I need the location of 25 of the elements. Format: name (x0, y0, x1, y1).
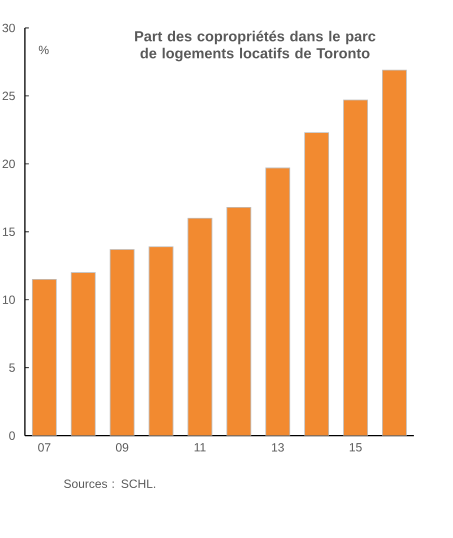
y-axis-title: % (38, 46, 49, 54)
x-tick-label: 15 (350, 443, 362, 452)
bar (32, 278, 57, 436)
bar (70, 272, 96, 436)
y-tick-label: 25 (2, 92, 15, 100)
y-tick-label: 20 (2, 160, 15, 168)
bar (188, 218, 212, 436)
bar (343, 100, 368, 436)
bar (265, 168, 290, 436)
x-tick-label: 13 (272, 443, 284, 452)
x-tick-label: 11 (194, 443, 206, 452)
source-note: Sources : SCHL. (64, 480, 156, 488)
x-tick-label: 09 (116, 443, 128, 452)
bar (110, 249, 135, 436)
bar (148, 246, 174, 436)
bar (304, 132, 330, 436)
y-tick-label: 5 (9, 364, 15, 372)
bar (226, 206, 252, 436)
x-tick-label: 07 (38, 443, 50, 452)
bar (382, 70, 407, 436)
y-tick-label: 30 (2, 24, 15, 32)
y-tick-label: 10 (2, 296, 15, 304)
y-tick-label: 0 (9, 431, 15, 440)
text: Part des copropriétés dans le parc de logements locatifs de Toronto (135, 30, 376, 62)
y-tick-label: 15 (2, 228, 15, 236)
